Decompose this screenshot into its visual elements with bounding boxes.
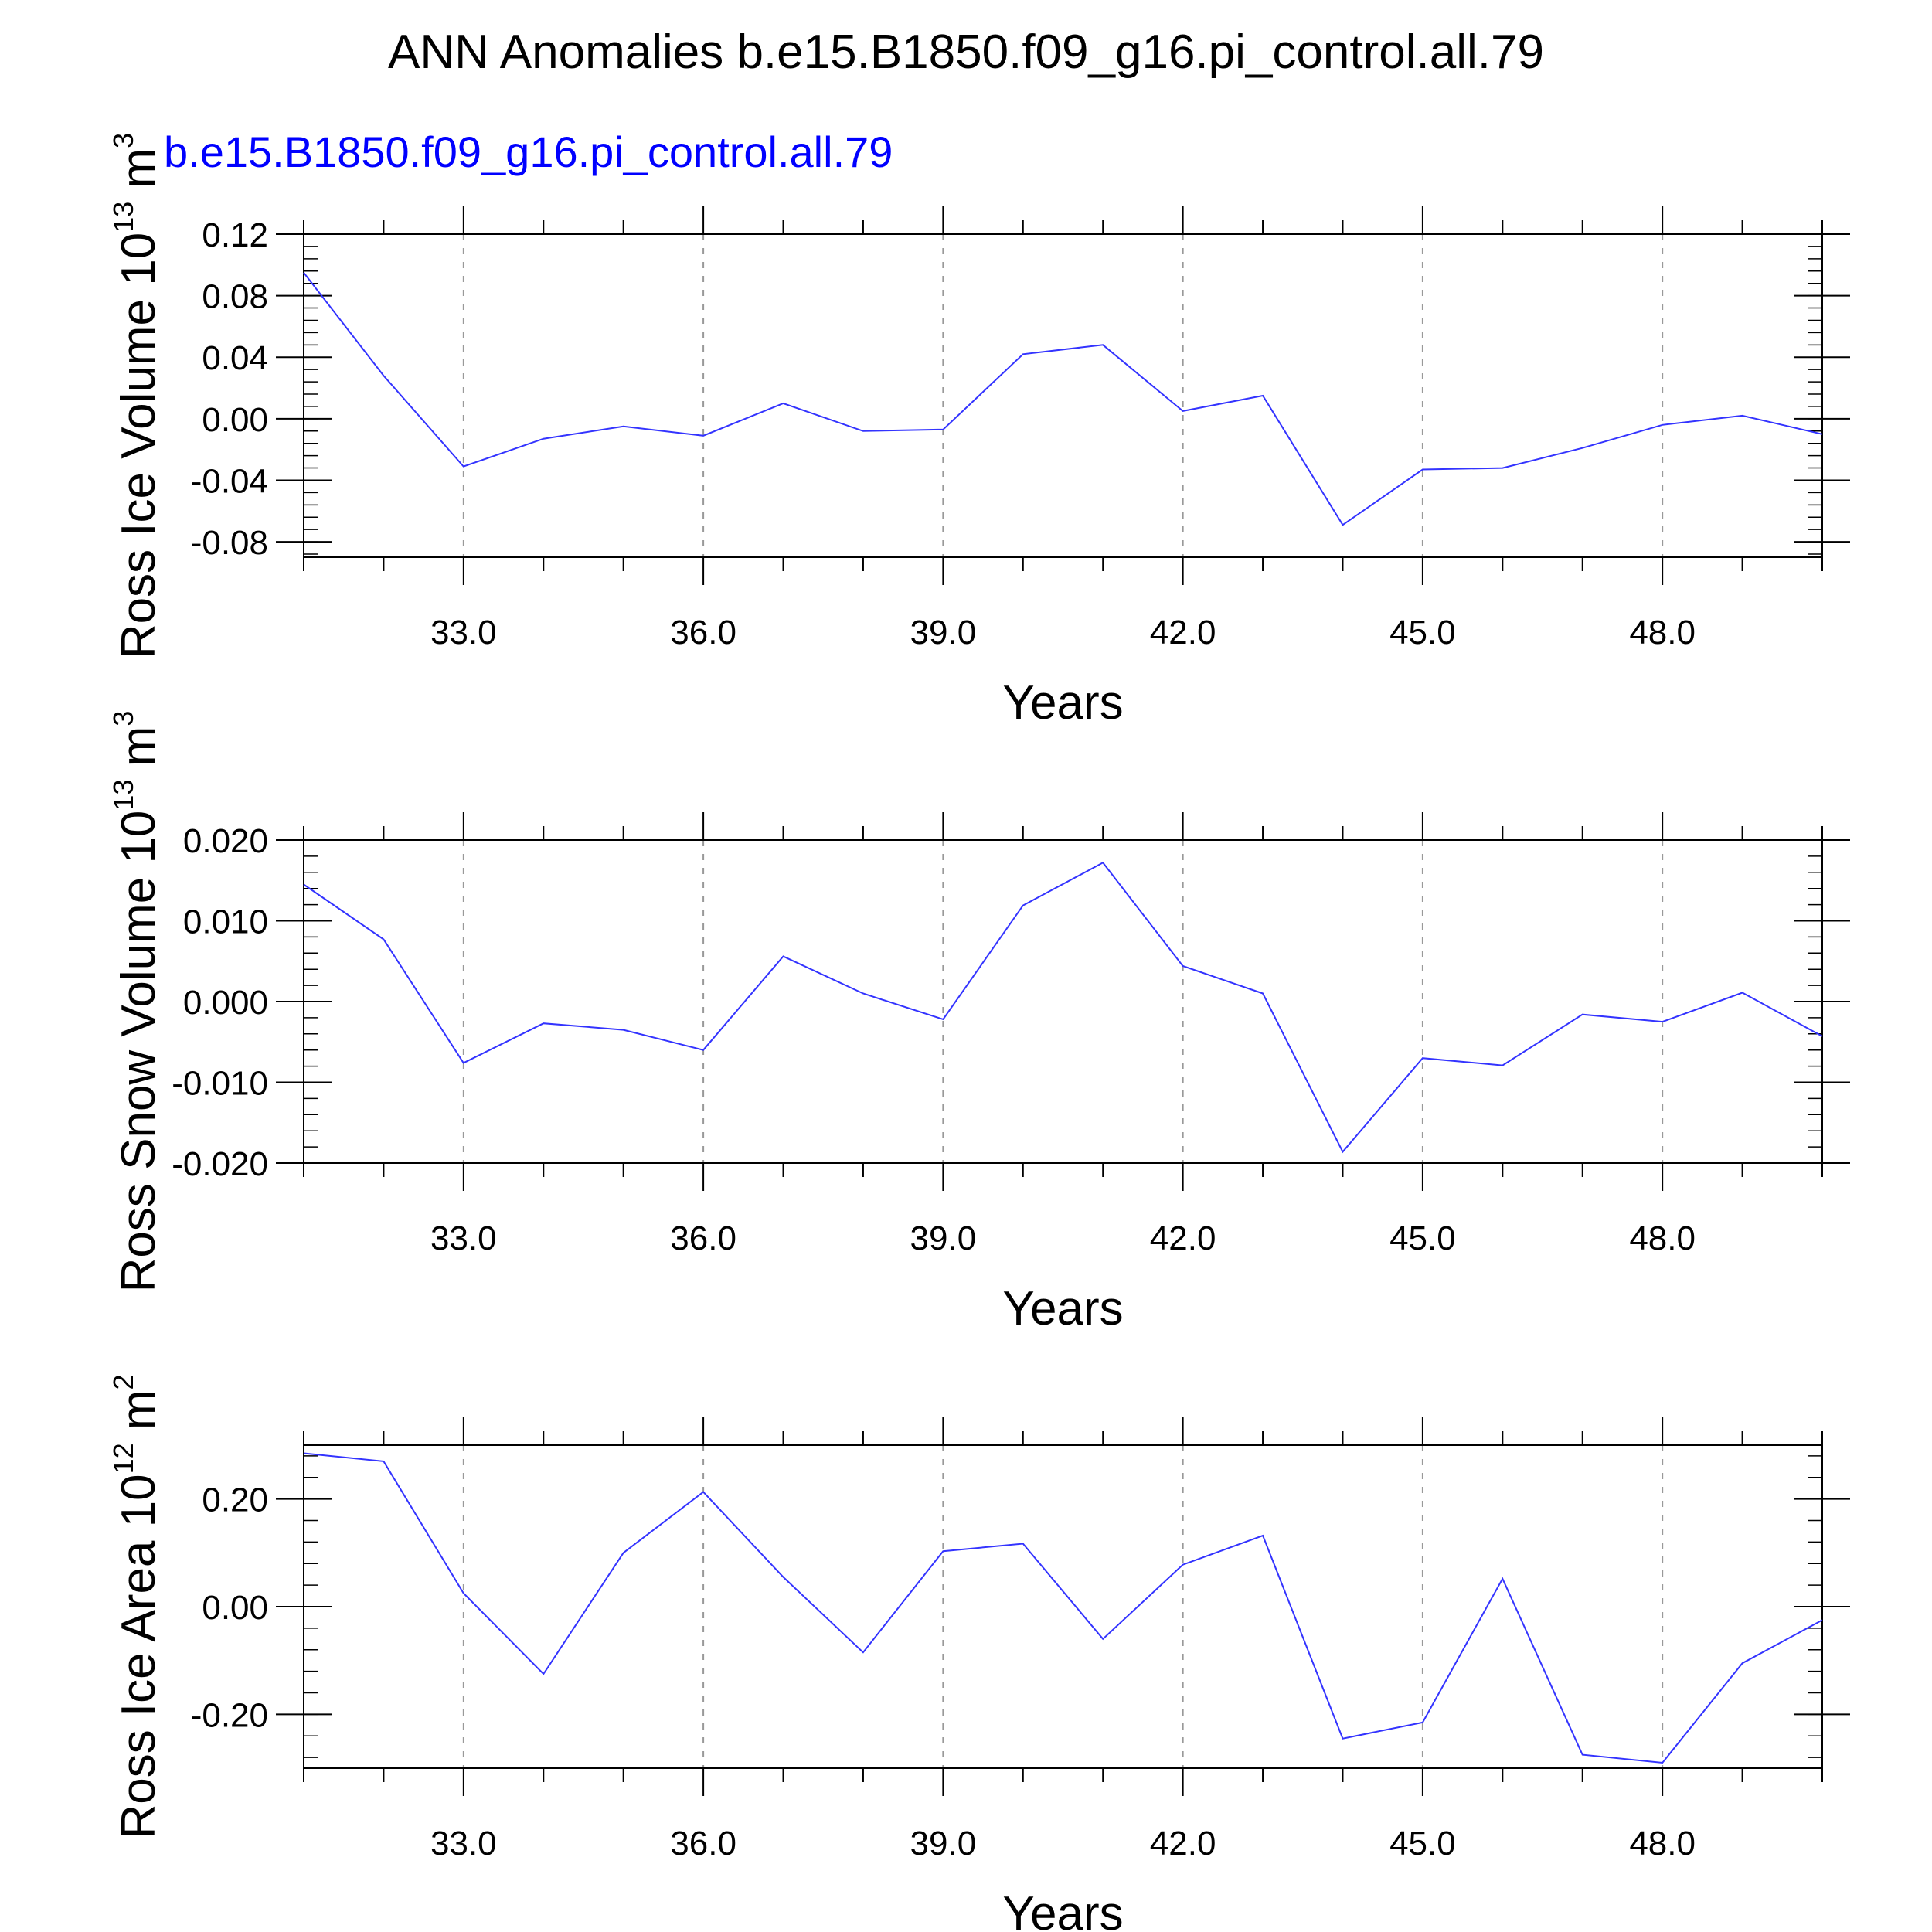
chart-panel-3: 0.20 0.00 -0.20 33.0 36.0 39.0 42.0 45.0 48.0 Yea…: [107, 1374, 1850, 1932]
x-tick-label: 39.0: [910, 1825, 977, 1862]
x-tick-label: 48.0: [1629, 1825, 1696, 1862]
x-tick-label: 45.0: [1389, 1825, 1456, 1862]
x-axis-label: Years: [1002, 1282, 1123, 1335]
plot-frame: [303, 839, 1823, 1164]
figure-title: ANN Anomalies b.e15.B1850.f09_g16.pi_con…: [388, 26, 1544, 79]
y-axis-label-text: Ross Snow Volume 10: [112, 811, 165, 1293]
x-axis-label: Years: [1002, 1887, 1123, 1932]
x-tick-label: 39.0: [910, 614, 977, 651]
case-label: b.e15.B1850.f09_g16.pi_control.all.79: [164, 128, 893, 176]
y-axis-label-exponent: 13: [107, 202, 139, 233]
x-tick-label: 33.0: [430, 1219, 497, 1257]
y-tick-label: -0.04: [191, 462, 268, 500]
y-axis-label-unit: m: [112, 1389, 165, 1443]
y-axis-label-unit: m: [112, 726, 165, 780]
x-tick-label: 42.0: [1150, 614, 1216, 651]
y-axis-label-exponent: 13: [107, 780, 139, 811]
y-tick-label: -0.020: [172, 1145, 268, 1183]
y-axis-label-text: Ross Ice Volume 10: [112, 233, 165, 658]
chart-panel-1: 0.12 0.08 0.04 0.00 -0.04 -0.08 33.0 36.0 39.0 42…: [107, 133, 1850, 730]
y-tick-label: 0.00: [202, 1589, 268, 1627]
y-tick-label: 0.20: [202, 1481, 268, 1519]
y-tick-label: 0.020: [183, 822, 268, 860]
plot-frame: [303, 233, 1823, 558]
series-line: [303, 1452, 1823, 1764]
y-axis-label: Ross Snow Volume 1013 m3: [107, 711, 165, 1293]
x-tick-label: 42.0: [1150, 1825, 1216, 1862]
x-tick-label: 45.0: [1389, 614, 1456, 651]
x-tick-label: 42.0: [1150, 1219, 1216, 1257]
series-line: [303, 272, 1823, 526]
y-tick-label: -0.010: [172, 1065, 268, 1103]
y-axis-label-unit-exponent: 3: [107, 711, 139, 726]
chart-panel-2: 0.020 0.010 0.000 -0.010 -0.020 33.0 36.0 39.0 4…: [107, 711, 1850, 1335]
y-tick-label: -0.08: [191, 524, 268, 562]
x-tick-label: 36.0: [670, 614, 736, 651]
y-tick-label: 0.000: [183, 984, 268, 1022]
chart-panels: 0.12 0.08 0.04 0.00 -0.04 -0.08 33.0 36.0 39.0 42…: [107, 133, 1850, 1932]
x-tick-label: 33.0: [430, 614, 497, 651]
x-tick-label: 45.0: [1389, 1219, 1456, 1257]
y-tick-label: -0.20: [191, 1696, 268, 1734]
x-tick-label: 36.0: [670, 1825, 736, 1862]
y-axis-label: Ross Ice Volume 1013 m3: [107, 133, 165, 658]
x-tick-label: 48.0: [1629, 614, 1696, 651]
x-tick-label: 36.0: [670, 1219, 736, 1257]
y-tick-label: 0.010: [183, 903, 268, 941]
plot-frame: [303, 1444, 1823, 1769]
series-line: [303, 862, 1823, 1154]
y-tick-label: 0.00: [202, 401, 268, 439]
x-axis-label: Years: [1002, 676, 1123, 730]
y-axis-label-unit: m: [112, 148, 165, 202]
y-axis-label-unit-exponent: 3: [107, 133, 139, 148]
y-axis-label-unit-exponent: 2: [107, 1374, 139, 1389]
x-tick-label: 39.0: [910, 1219, 977, 1257]
y-tick-label: 0.04: [202, 339, 268, 377]
y-axis-label-text: Ross Ice Area 10: [112, 1474, 165, 1838]
y-tick-label: 0.08: [202, 278, 268, 316]
y-axis-label-exponent: 12: [107, 1443, 139, 1474]
y-axis-label: Ross Ice Area 1012 m2: [107, 1374, 165, 1838]
x-tick-label: 48.0: [1629, 1219, 1696, 1257]
y-tick-label: 0.12: [202, 216, 268, 254]
x-tick-label: 33.0: [430, 1825, 497, 1862]
